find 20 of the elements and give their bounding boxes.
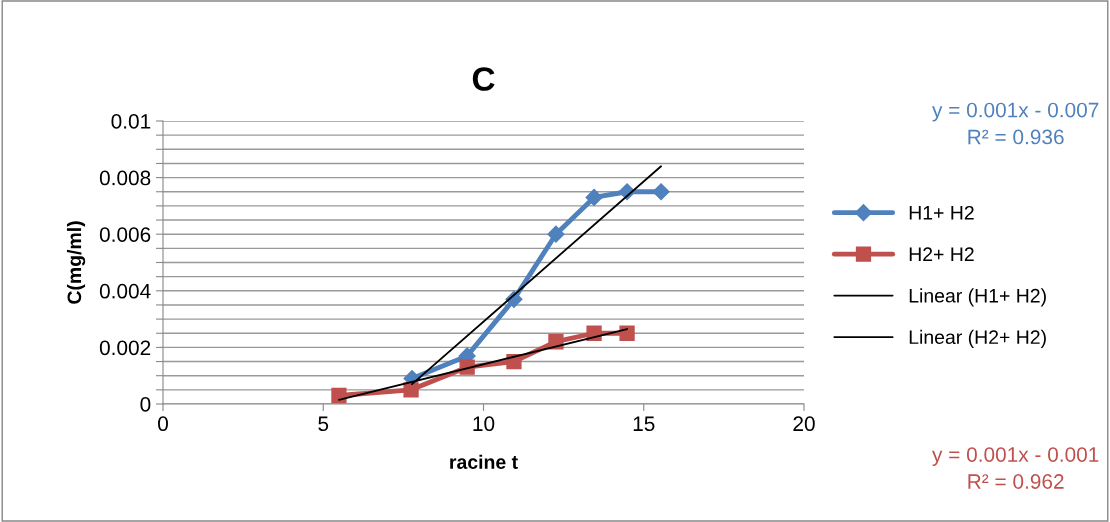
x-tick-label: 5	[318, 416, 329, 432]
y-axis-title: C(mg/ml)	[66, 221, 86, 304]
legend-label: H2+ H2	[909, 247, 974, 261]
y-tick-label: 0.008	[99, 170, 151, 186]
x-tick-label: 15	[633, 416, 655, 432]
y-tick-label: 0.004	[99, 283, 151, 299]
text: y = 0.001x - 0.001 R² = 0.962	[932, 447, 1099, 489]
y-tick-label: 0.006	[99, 227, 151, 242]
chart-title: C	[472, 67, 495, 91]
x-tick-label: 0	[158, 416, 168, 432]
y-tick-label: 0	[140, 397, 151, 412]
text: y = 0.001x - 0.007 R² = 0.936	[932, 102, 1099, 145]
legend-label: Linear (H2+ H2)	[909, 329, 1046, 348]
x-tick-label: 20	[793, 416, 815, 432]
y-tick-label: 0.01	[111, 114, 151, 129]
legend-label: H1+ H2	[909, 205, 974, 220]
y-tick-label: 0.002	[99, 340, 151, 356]
legend-label: Linear (H1+ H2)	[909, 288, 1046, 307]
x-axis-title: racine t	[450, 454, 518, 469]
x-tick-label: 10	[473, 416, 495, 432]
